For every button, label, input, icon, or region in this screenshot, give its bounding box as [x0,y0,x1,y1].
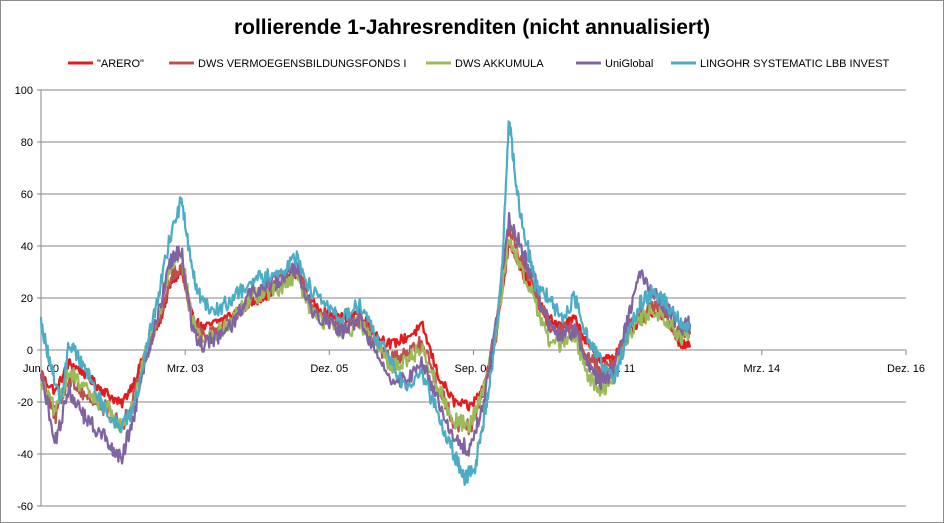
y-tick-label: 60 [21,189,33,201]
x-tick-label: Mrz. 03 [167,363,204,375]
y-tick-label: 100 [15,85,33,97]
y-tick-label: -60 [17,501,33,513]
y-axis: -60 -40 -20 0 20 40 60 80 100 [15,85,42,513]
legend-label: "ARERO" [97,58,144,70]
x-axis: Jun. 00 Mrz. 03 Dez. 05 Sep. 08 Jun. 11 Mrz. … [23,349,925,375]
series-line-4 [39,212,692,465]
x-tick-label: Dez. 16 [887,363,925,375]
series-lines [39,120,692,486]
series-line-5 [39,120,692,486]
x-tick-label: Dez. 05 [310,363,348,375]
x-tick-label: Sep. 08 [455,363,493,375]
gridlines [41,89,906,507]
y-tick-label: -20 [17,397,33,409]
y-tick-label: 0 [27,345,33,357]
y-tick-label: 20 [21,293,33,305]
y-tick-label: 40 [21,241,33,253]
chart-title: rollierende 1-Jahresrenditen (nicht annu… [234,16,710,39]
series-line-3 [39,238,692,434]
legend-label: DWS VERMOEGENSBILDUNGSFONDS I [198,58,406,70]
y-tick-label: 80 [21,137,33,149]
legend-label: UniGlobal [605,58,653,70]
legend-label: DWS AKKUMULA [455,58,544,70]
legend-label: LINGOHR SYSTEMATIC LBB INVEST [700,58,890,70]
x-tick-label: Mrz. 14 [743,363,780,375]
y-tick-label: -40 [17,449,33,461]
legend: "ARERO" DWS VERMOEGENSBILDUNGSFONDS I DWS … [68,58,890,70]
